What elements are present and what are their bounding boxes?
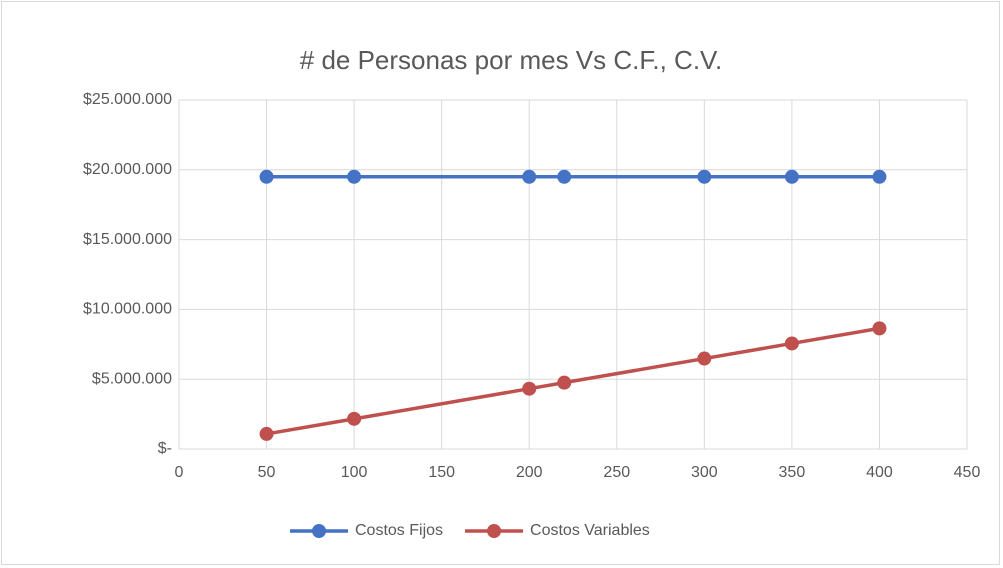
x-tick-label: 200 [516,464,543,481]
legend-label: Costos Variables [530,522,650,539]
data-point [347,169,362,184]
x-tick-label: 400 [866,464,893,481]
data-point [557,375,572,390]
data-point [872,321,887,336]
y-tick-label: $20.000.000 [83,161,172,178]
legend-marker [312,524,326,538]
data-point [872,169,887,184]
data-point [347,411,362,426]
y-tick-label: $- [158,440,172,457]
y-tick-label: $15.000.000 [83,231,172,248]
data-point [259,426,274,441]
x-tick-label: 450 [954,464,981,481]
x-tick-label: 350 [779,464,806,481]
chart-title: # de Personas por mes Vs C.F., C.V. [300,45,722,75]
data-point [784,336,799,351]
x-tick-label: 100 [341,464,368,481]
y-tick-label: $10.000.000 [83,301,172,318]
y-tick-label: $5.000.000 [92,370,172,387]
data-point [522,169,537,184]
data-point [522,381,537,396]
x-tick-label: 150 [428,464,455,481]
legend-marker [487,524,502,538]
x-tick-label: 50 [258,464,276,481]
data-point [784,169,799,184]
x-tick-label: 300 [691,464,718,481]
data-point [697,169,712,184]
data-point [259,169,274,184]
x-tick-label: 250 [603,464,630,481]
x-tick-label: 0 [175,464,184,481]
y-tick-label: $25.000.000 [83,91,172,108]
data-point [697,351,712,366]
legend-label: Costos Fijos [355,522,443,539]
data-point [557,169,572,184]
